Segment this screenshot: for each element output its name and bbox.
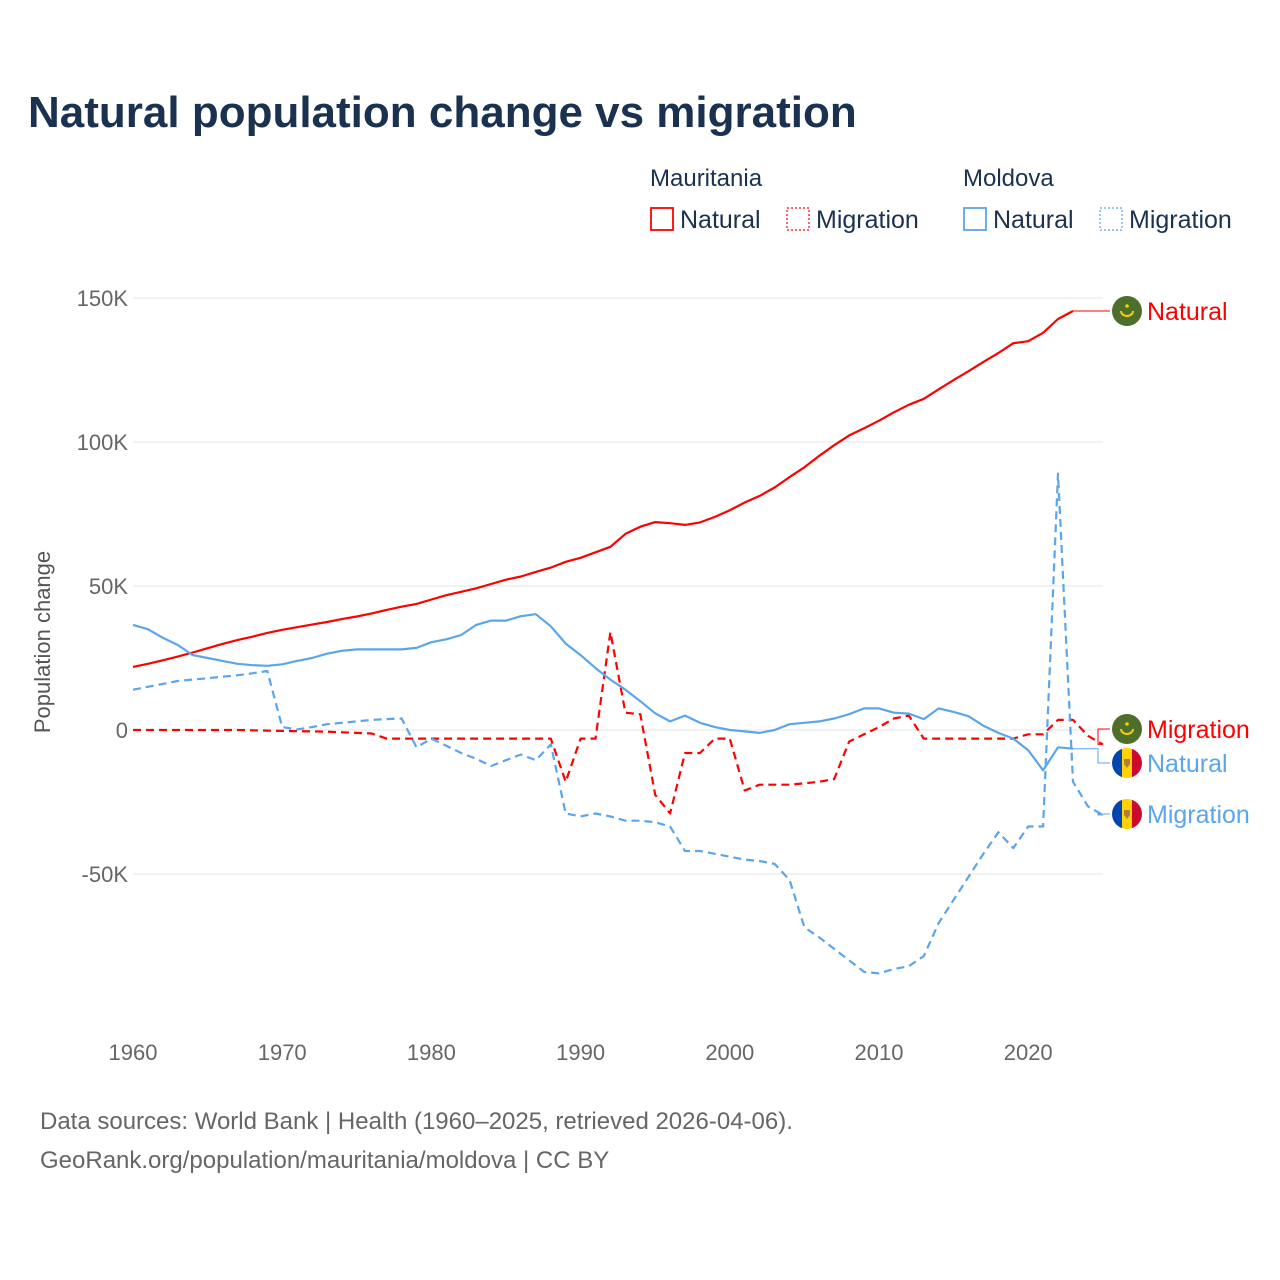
x-tick-label: 2010 [855,1040,904,1065]
label-connector [1072,748,1110,764]
axes: 150K 100K 50K 0 -50K 1960 1970 1980 1990 2000 2010… [30,286,1053,1065]
label-connector [1097,813,1110,816]
legend: Mauritania Natural Migration Moldova Natural… [650,165,1232,234]
star-icon [1125,722,1129,726]
moldova-flag-icon [1112,748,1142,778]
legend-item-label[interactable]: Natural [680,206,761,234]
legend-group-title: Moldova [963,165,1054,192]
crescent-icon [1120,310,1134,317]
y-tick-label: -50K [82,862,129,887]
mauritania-migration-line [133,631,1104,815]
mauritania-flag-icon [1112,296,1142,326]
moldova-migration-end-label: Migration [1147,801,1250,829]
gridlines [133,297,1103,875]
chart-title: Natural population change vs migration [28,88,857,137]
y-tick-label: 0 [116,718,128,743]
mauritania-migration-end-label: Migration [1147,716,1250,744]
y-tick-label: 150K [77,286,129,311]
legend-item-label[interactable]: Migration [816,206,919,234]
legend-swatch-natural[interactable] [963,207,987,231]
y-axis-label: Population change [30,551,55,733]
star-icon [1125,304,1129,308]
x-tick-label: 2000 [705,1040,754,1065]
crescent-icon [1120,728,1134,735]
x-tick-label: 1990 [556,1040,605,1065]
legend-group-title: Mauritania [650,165,763,192]
x-tick-label: 1980 [407,1040,456,1065]
moldova-natural-end-label: Natural [1147,750,1228,778]
label-connector [1097,728,1110,745]
footer-sources: Data sources: World Bank | Health (1960–… [40,1108,793,1135]
mauritania-natural-line [132,310,1074,668]
y-tick-label: 100K [77,430,129,455]
moldova-migration-line [132,472,1104,975]
legend-swatch-natural[interactable] [650,207,674,231]
x-tick-label: 1970 [258,1040,307,1065]
y-tick-label: 50K [89,574,128,599]
legend-item-label[interactable]: Migration [1129,206,1232,234]
end-labels: Natural Migration Natural Migration [1072,296,1250,829]
moldova-flag-icon [1112,799,1142,829]
legend-item-label[interactable]: Natural [993,206,1074,234]
mauritania-natural-end-label: Natural [1147,298,1228,326]
legend-swatch-migration[interactable] [1099,207,1123,231]
footer-link[interactable]: GeoRank.org/population/mauritania/moldov… [40,1147,610,1174]
legend-swatch-migration[interactable] [786,207,810,231]
mauritania-flag-icon [1112,714,1142,744]
x-tick-label: 2020 [1004,1040,1053,1065]
series-lines [132,310,1104,975]
moldova-natural-line [132,613,1074,772]
x-tick-label: 1960 [109,1040,158,1065]
